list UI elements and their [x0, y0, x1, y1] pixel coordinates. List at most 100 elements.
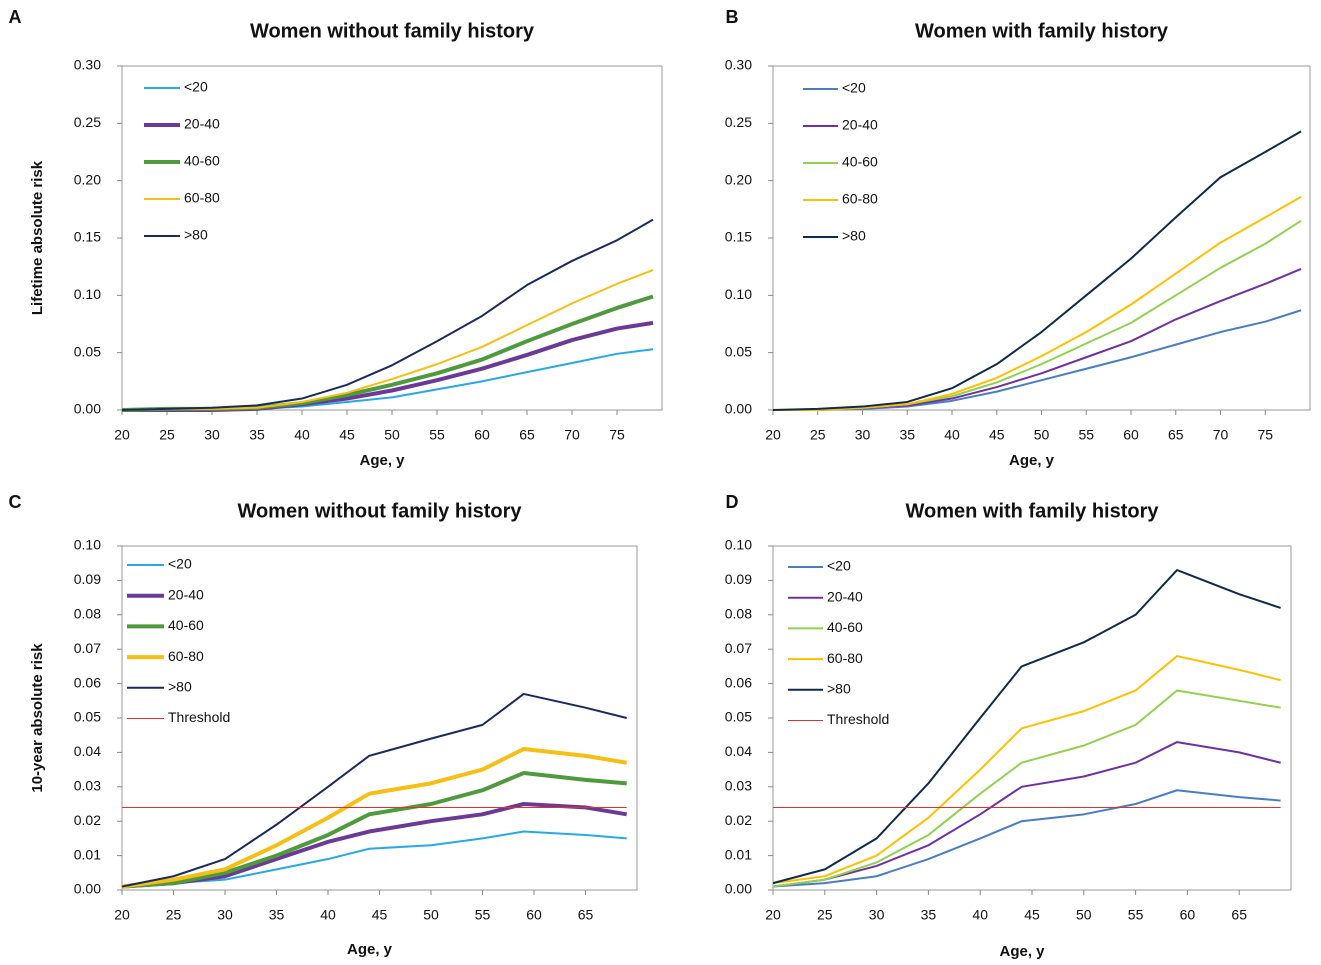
y-tick-label: 0.06 [725, 674, 752, 690]
y-tick-label: 0.07 [74, 640, 101, 656]
y-tick-label: 0.00 [74, 881, 101, 897]
series-line [121, 746, 628, 889]
x-tick-label: 35 [899, 427, 915, 443]
legend-label: 40-60 [184, 153, 220, 169]
x-tick-label: 65 [1231, 907, 1247, 923]
x-tick-label: 40 [944, 427, 960, 443]
series-line [772, 655, 1281, 885]
series-line [121, 218, 654, 411]
x-tick-label: 25 [159, 427, 175, 443]
series-line [121, 802, 628, 889]
y-tick-label: 0.20 [74, 171, 101, 187]
legend-label: >80 [842, 228, 866, 244]
y-tick-label: 0.00 [725, 401, 752, 417]
x-tick-label: 70 [1213, 427, 1229, 443]
y-tick-label: 0.15 [74, 229, 101, 245]
x-tick-label: 50 [1076, 907, 1092, 923]
x-tick-label: 65 [578, 907, 594, 923]
y-axis-label: Lifetime absolute risk [29, 160, 46, 315]
chart-title: Women without family history [237, 500, 522, 522]
legend-label: 20-40 [827, 588, 863, 604]
series-line [121, 269, 654, 411]
legend-label: Threshold [168, 709, 230, 725]
legend-label: 60-80 [827, 650, 863, 666]
y-tick-label: 0.04 [725, 743, 752, 759]
x-tick-label: 20 [114, 907, 130, 923]
legend-label: 20-40 [842, 117, 878, 133]
y-tick-label: 0.30 [725, 57, 752, 73]
x-tick-label: 60 [526, 907, 542, 923]
x-tick-label: 30 [204, 427, 220, 443]
series-line [121, 830, 627, 888]
x-axis-label: Age, y [1009, 452, 1055, 469]
x-tick-label: 30 [869, 907, 885, 923]
y-tick-label: 0.04 [74, 743, 101, 759]
panel-label: B [726, 7, 739, 27]
y-tick-label: 0.01 [74, 846, 101, 862]
y-tick-label: 0.05 [74, 343, 101, 359]
y-tick-label: 0.01 [725, 846, 752, 862]
x-tick-label: 35 [249, 427, 265, 443]
legend-label: 60-80 [184, 190, 220, 206]
legend-label: 20-40 [168, 586, 204, 602]
series-line [773, 268, 1302, 411]
legend-label: 40-60 [827, 619, 863, 635]
legend-label: <20 [184, 79, 208, 95]
y-tick-label: 0.06 [74, 674, 101, 690]
chart-title: Women with family history [915, 20, 1169, 42]
y-tick-label: 0.05 [74, 709, 101, 725]
y-tick-label: 0.15 [725, 229, 752, 245]
x-tick-label: 55 [1128, 907, 1144, 923]
y-tick-label: 0.10 [74, 286, 101, 302]
legend-label: >80 [827, 681, 851, 697]
legend-label: 60-80 [168, 648, 204, 664]
x-tick-label: 50 [423, 907, 439, 923]
x-tick-label: 60 [1180, 907, 1196, 923]
y-axis-label: 10-year absolute risk [29, 643, 46, 793]
x-tick-label: 45 [1024, 907, 1040, 923]
x-tick-label: 65 [1168, 427, 1184, 443]
y-tick-label: 0.10 [74, 537, 101, 553]
legend-label: <20 [168, 556, 192, 572]
series-line [772, 789, 1281, 888]
y-tick-label: 0.00 [74, 401, 101, 417]
legend-label: >80 [168, 679, 192, 695]
series-line [772, 741, 1281, 888]
x-tick-label: 35 [269, 907, 285, 923]
y-tick-label: 0.05 [725, 709, 752, 725]
y-tick-label: 0.00 [725, 881, 752, 897]
x-tick-label: 45 [372, 907, 388, 923]
x-axis-label: Age, y [347, 941, 393, 958]
y-tick-label: 0.03 [74, 778, 101, 794]
y-tick-label: 0.25 [725, 114, 752, 130]
series-line [773, 309, 1302, 411]
x-tick-label: 55 [1078, 427, 1094, 443]
legend-label: 40-60 [168, 617, 204, 633]
y-tick-label: 0.30 [74, 57, 101, 73]
legend-label: 60-80 [842, 191, 878, 207]
y-tick-label: 0.02 [725, 812, 752, 828]
x-tick-label: 40 [320, 907, 336, 923]
x-tick-label: 65 [519, 427, 535, 443]
x-tick-label: 60 [1123, 427, 1139, 443]
x-tick-label: 45 [989, 427, 1005, 443]
legend-label: 40-60 [842, 154, 878, 170]
x-tick-label: 20 [765, 427, 781, 443]
y-tick-label: 0.02 [74, 812, 101, 828]
panel-label: C [9, 492, 22, 512]
y-tick-label: 0.05 [725, 343, 752, 359]
legend-label: <20 [827, 558, 851, 574]
series-line [121, 692, 627, 888]
chart-title: Women without family history [250, 20, 535, 42]
x-tick-label: 75 [1257, 427, 1273, 443]
series-line [121, 771, 627, 889]
x-tick-label: 25 [810, 427, 826, 443]
legend-label: 20-40 [184, 116, 220, 132]
x-tick-label: 35 [921, 907, 937, 923]
x-tick-label: 50 [1034, 427, 1050, 443]
y-tick-label: 0.09 [74, 571, 101, 587]
x-tick-label: 20 [765, 907, 781, 923]
x-tick-label: 25 [817, 907, 833, 923]
x-tick-label: 60 [474, 427, 490, 443]
